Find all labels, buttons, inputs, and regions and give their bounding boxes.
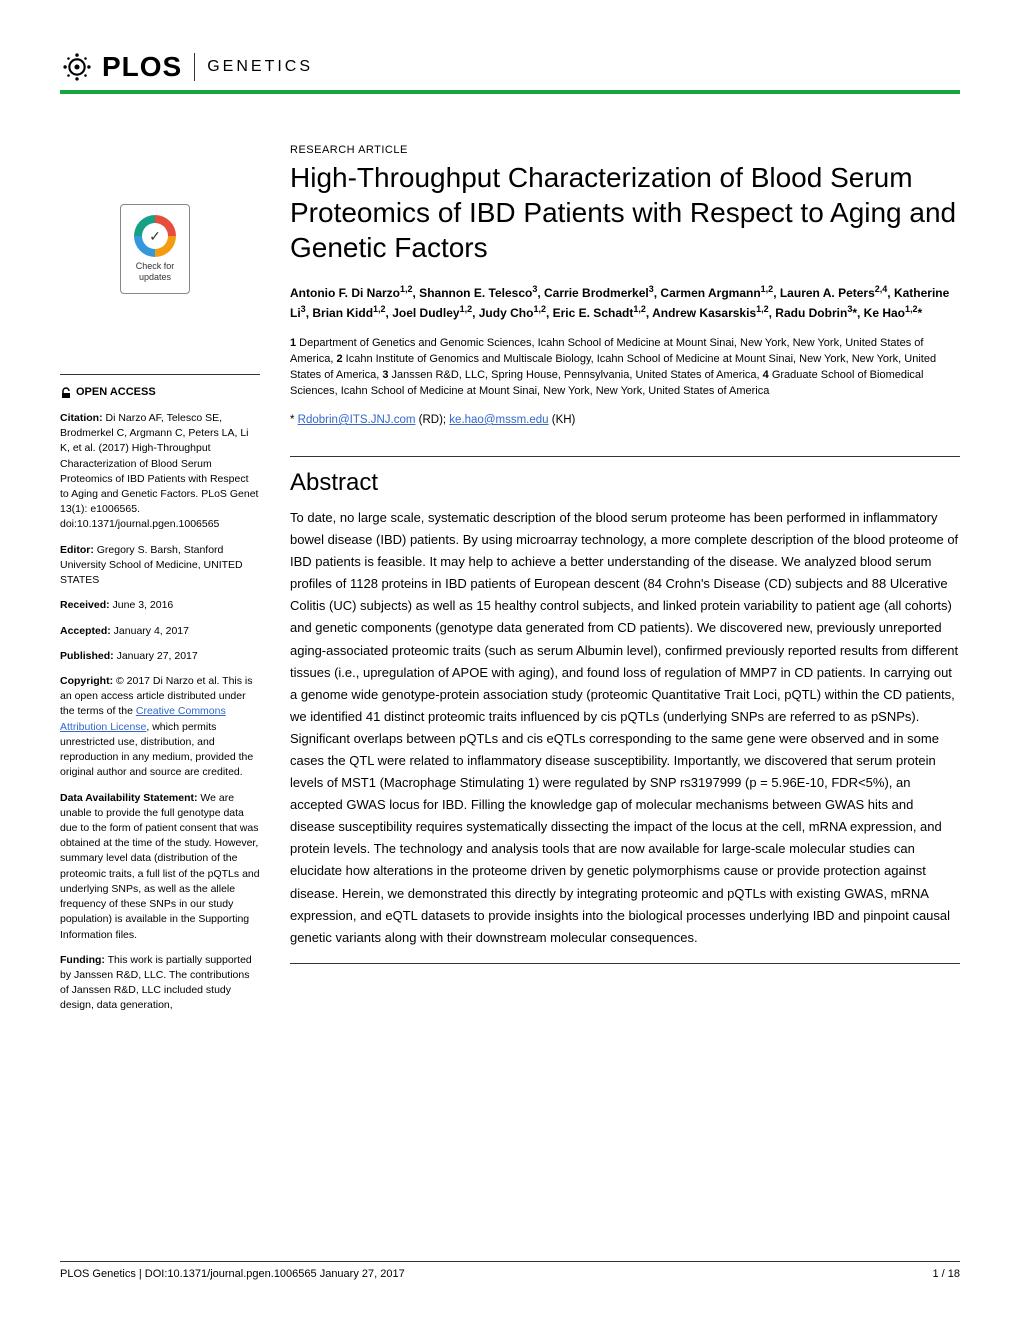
abstract-bottom-rule [290,963,960,964]
crossmark-label: Check forupdates [136,261,175,283]
plos-circle-icon [60,50,94,84]
article-title: High-Throughput Characterization of Bloo… [290,160,960,265]
affiliations-list: 1 Department of Genetics and Genomic Sci… [290,336,960,400]
corresp-email-1[interactable]: Rdobrin@ITS.JNJ.com [298,414,416,426]
data-label: Data Availability Statement: [60,792,198,804]
plos-logo: PLOS [60,50,182,84]
abstract-top-rule [290,456,960,457]
funding-label: Funding: [60,954,105,966]
abstract-text: To date, no large scale, systematic desc… [290,507,960,949]
authors-list: Antonio F. Di Narzo1,2, Shannon E. Teles… [290,283,960,322]
received-label: Received: [60,599,110,611]
corresp-prefix: * [290,414,298,426]
data-availability-block: Data Availability Statement: We are unab… [60,791,260,943]
published-text: January 27, 2017 [114,650,198,662]
corresp-email-2[interactable]: ke.hao@mssm.edu [449,414,548,426]
article-type: RESEARCH ARTICLE [290,144,960,156]
published-label: Published: [60,650,114,662]
content-row: ✓ Check forupdates OPEN ACCESS Citation:… [60,144,960,1024]
footer-citation: PLOS Genetics | DOI:10.1371/journal.pgen… [60,1268,405,1280]
open-lock-icon [60,387,72,399]
page-footer: PLOS Genetics | DOI:10.1371/journal.pgen… [60,1261,960,1280]
corresp-suffix-1: (RD); [415,414,449,426]
editor-label: Editor: [60,544,94,556]
corresp-suffix-2: (KH) [549,414,576,426]
header-divider [194,53,195,81]
plos-wordmark: PLOS [102,51,182,83]
data-text: We are unable to provide the full genoty… [60,792,260,941]
abstract-heading: Abstract [290,469,960,497]
funding-block: Funding: This work is partially supporte… [60,953,260,1014]
open-access-badge: OPEN ACCESS [60,385,260,401]
journal-header: PLOS GENETICS [60,50,960,84]
page-container: PLOS GENETICS ✓ Check forupdates [0,0,1020,1320]
accent-bar [60,90,960,94]
copyright-block: Copyright: © 2017 Di Narzo et al. This i… [60,674,260,781]
sidebar: ✓ Check forupdates OPEN ACCESS Citation:… [60,144,260,1024]
crossmark-icon: ✓ [134,215,176,257]
correspondence: * Rdobrin@ITS.JNJ.com (RD); ke.hao@mssm.… [290,414,960,426]
sidebar-metadata: OPEN ACCESS Citation: Di Narzo AF, Teles… [60,374,260,1014]
editor-block: Editor: Gregory S. Barsh, Stanford Unive… [60,543,260,589]
received-block: Received: June 3, 2016 [60,598,260,613]
published-block: Published: January 27, 2017 [60,649,260,664]
citation-text: Di Narzo AF, Telesco SE, Brodmerkel C, A… [60,412,258,531]
received-text: June 3, 2016 [110,599,174,611]
citation-block: Citation: Di Narzo AF, Telesco SE, Brodm… [60,411,260,533]
crossmark-badge[interactable]: ✓ Check forupdates [120,204,190,294]
accepted-text: January 4, 2017 [111,625,189,637]
journal-section: GENETICS [207,58,313,76]
citation-label: Citation: [60,412,103,424]
page-number: 1 / 18 [932,1268,960,1280]
accepted-block: Accepted: January 4, 2017 [60,624,260,639]
main-column: RESEARCH ARTICLE High-Throughput Charact… [290,144,960,1024]
copyright-label: Copyright: [60,675,113,687]
accepted-label: Accepted: [60,625,111,637]
open-access-label: OPEN ACCESS [76,385,156,401]
